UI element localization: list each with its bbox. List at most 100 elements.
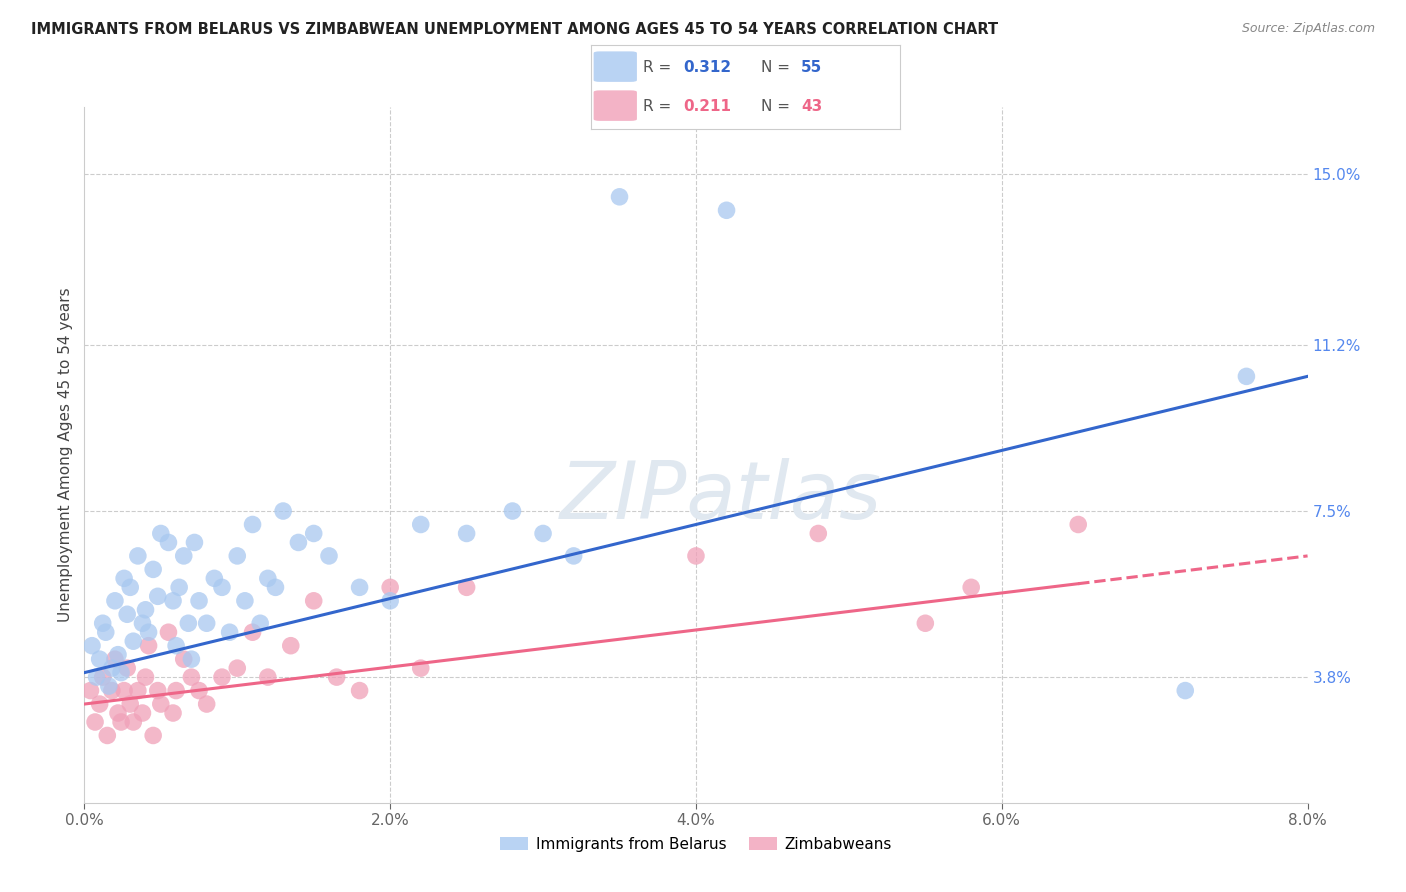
Point: [325, 670, 347, 684]
Point: [107, 648, 129, 662]
Point: [101, 661, 124, 675]
Point: [142, 562, 165, 576]
Point: [120, 580, 142, 594]
Point: [1174, 683, 1197, 698]
Text: 55: 55: [801, 60, 823, 75]
Point: [131, 616, 153, 631]
Text: 0.312: 0.312: [683, 60, 731, 75]
Point: [173, 652, 195, 666]
Point: [302, 526, 325, 541]
Point: [409, 517, 432, 532]
Point: [91, 616, 114, 631]
Point: [380, 580, 402, 594]
Point: [188, 594, 211, 608]
Point: [349, 580, 371, 594]
Point: [97, 679, 120, 693]
Point: [233, 594, 256, 608]
Point: [249, 616, 271, 631]
Point: [104, 652, 127, 666]
Point: [226, 661, 249, 675]
Point: [146, 590, 169, 604]
Text: N =: N =: [761, 99, 794, 114]
Point: [257, 670, 280, 684]
Point: [218, 625, 240, 640]
Point: [89, 697, 111, 711]
FancyBboxPatch shape: [593, 90, 637, 120]
Point: [242, 517, 264, 532]
Point: [914, 616, 936, 631]
Point: [127, 683, 149, 698]
FancyBboxPatch shape: [593, 52, 637, 82]
Point: [165, 683, 187, 698]
Point: [287, 535, 309, 549]
Point: [131, 706, 153, 720]
Point: [142, 729, 165, 743]
Point: [80, 639, 103, 653]
Point: [180, 670, 202, 684]
Point: [149, 697, 172, 711]
Point: [135, 670, 157, 684]
Text: R =: R =: [643, 60, 676, 75]
Text: 0.211: 0.211: [683, 99, 731, 114]
Point: [1236, 369, 1258, 384]
Point: [188, 683, 211, 698]
Point: [101, 683, 124, 698]
Point: [380, 594, 402, 608]
Point: [110, 665, 132, 680]
Point: [96, 729, 118, 743]
Point: [302, 594, 325, 608]
Point: [685, 549, 707, 563]
Point: [1067, 517, 1090, 532]
Text: R =: R =: [643, 99, 676, 114]
Point: [177, 616, 200, 631]
Point: [162, 706, 184, 720]
Point: [79, 683, 101, 698]
Point: [409, 661, 432, 675]
Point: [135, 603, 157, 617]
Point: [349, 683, 371, 698]
Text: ZIPatlas: ZIPatlas: [560, 458, 882, 536]
Point: [91, 670, 114, 684]
Point: [94, 625, 117, 640]
Text: 43: 43: [801, 99, 823, 114]
Point: [211, 580, 233, 594]
Point: [120, 697, 142, 711]
Point: [183, 535, 205, 549]
Point: [226, 549, 249, 563]
Text: N =: N =: [761, 60, 794, 75]
Point: [149, 526, 172, 541]
Point: [127, 549, 149, 563]
Point: [112, 683, 135, 698]
Text: IMMIGRANTS FROM BELARUS VS ZIMBABWEAN UNEMPLOYMENT AMONG AGES 45 TO 54 YEARS COR: IMMIGRANTS FROM BELARUS VS ZIMBABWEAN UN…: [31, 22, 998, 37]
Point: [264, 580, 287, 594]
Point: [257, 571, 280, 585]
Point: [502, 504, 524, 518]
Point: [271, 504, 294, 518]
Text: Source: ZipAtlas.com: Source: ZipAtlas.com: [1241, 22, 1375, 36]
Point: [165, 639, 187, 653]
Point: [115, 607, 138, 622]
Point: [157, 625, 180, 640]
Point: [122, 634, 145, 648]
Point: [609, 190, 631, 204]
Point: [86, 670, 108, 684]
Point: [138, 639, 160, 653]
Point: [180, 652, 202, 666]
Point: [157, 535, 180, 549]
Point: [146, 683, 169, 698]
Point: [112, 571, 135, 585]
Point: [242, 625, 264, 640]
Point: [162, 594, 184, 608]
Point: [531, 526, 554, 541]
Point: [104, 594, 127, 608]
Point: [211, 670, 233, 684]
Point: [318, 549, 340, 563]
Point: [138, 625, 160, 640]
Point: [107, 706, 129, 720]
Point: [173, 549, 195, 563]
Point: [195, 616, 218, 631]
Point: [456, 526, 478, 541]
Point: [89, 652, 111, 666]
Point: [115, 661, 138, 675]
Point: [807, 526, 830, 541]
